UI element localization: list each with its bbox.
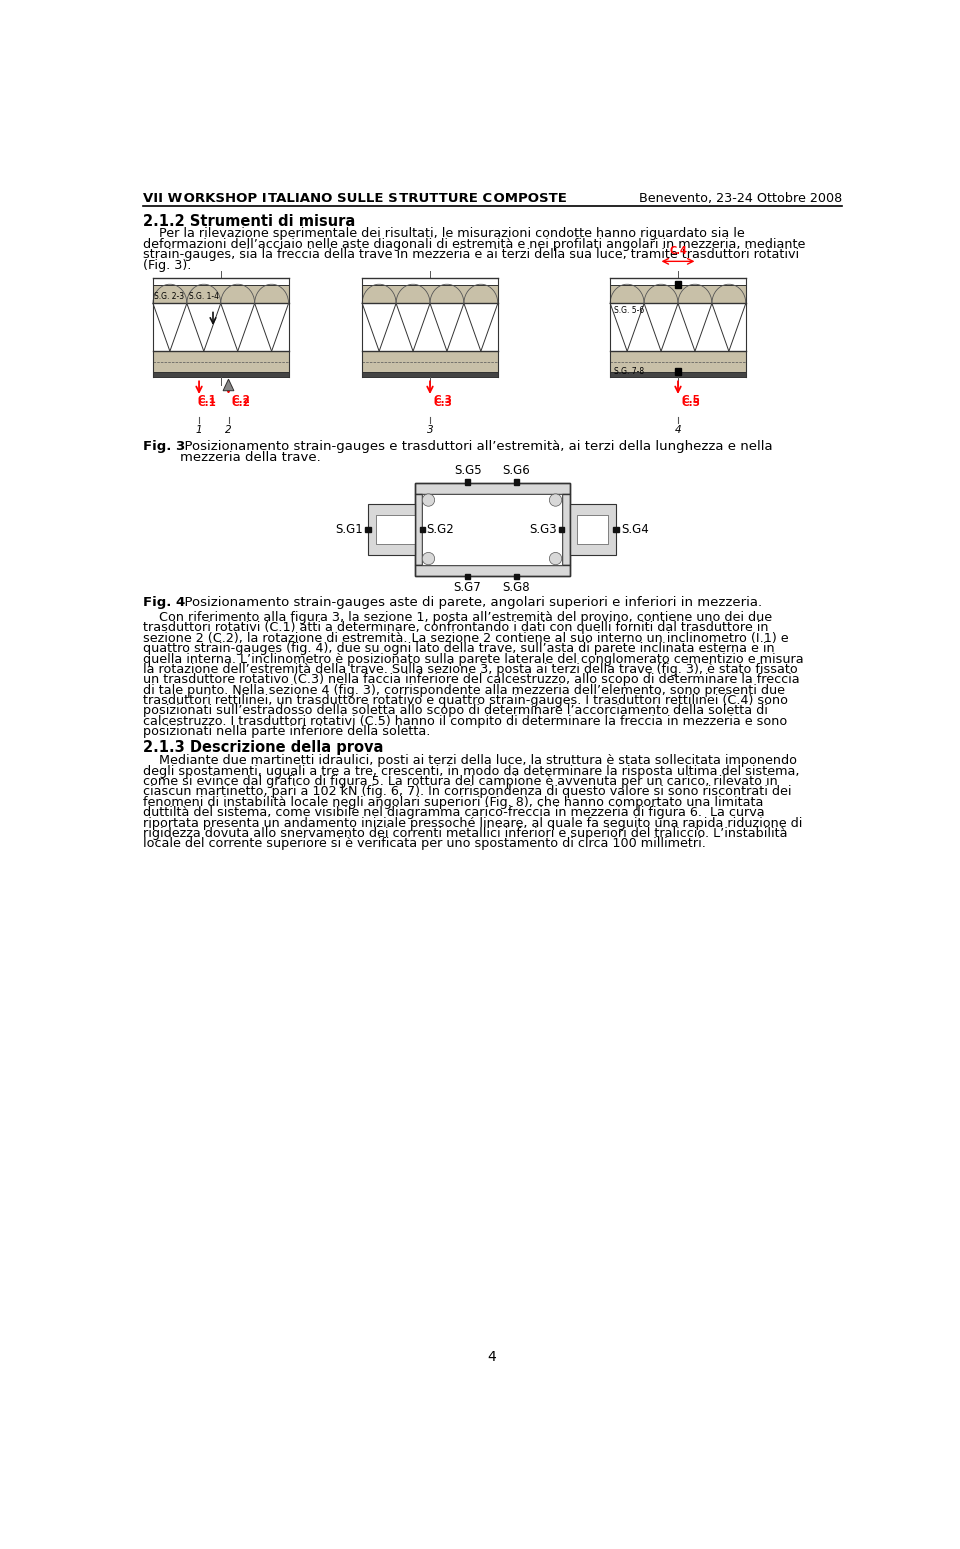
Bar (153, 352, 289, 372)
Text: C.3: C.3 (433, 395, 452, 406)
Text: S.G7: S.G7 (454, 581, 482, 593)
Text: S.G. 7-8: S.G. 7-8 (614, 367, 644, 375)
Bar (366, 527, 371, 531)
Text: deformazioni dell’acciaio nelle aste diagonali di estremità e nei profilati ango: deformazioni dell’acciaio nelle aste dia… (143, 239, 805, 251)
Circle shape (549, 553, 562, 565)
Bar (415, 483, 569, 494)
Text: come si evince dal grafico di figura 5. La rottura del campione è avvenuta per u: come si evince dal grafico di figura 5. … (143, 774, 778, 788)
Text: 4: 4 (488, 1351, 496, 1365)
Bar (577, 514, 609, 544)
Bar (153, 279, 289, 285)
Text: la rotazione dell’estremità della trave. Sulla sezione 3, posta ai terzi della t: la rotazione dell’estremità della trave.… (143, 663, 798, 675)
Bar (415, 494, 422, 565)
Text: C.5: C.5 (681, 398, 700, 409)
Text: degli spostamenti, uguali a tre a tre, crescenti, in modo da determinare la risp: degli spostamenti, uguali a tre a tre, c… (143, 765, 800, 778)
Text: fenomeni di instabilità locale negli angolari superiori (Fig. 8), che hanno comp: fenomeni di instabilità locale negli ang… (143, 796, 763, 809)
Text: S.G6: S.G6 (502, 465, 530, 477)
Bar (362, 279, 498, 285)
Text: un trasduttore rotativo (C.3) nella faccia inferiore del calcestruzzo, allo scop: un trasduttore rotativo (C.3) nella facc… (143, 674, 800, 686)
Text: 2: 2 (226, 424, 231, 435)
Text: quattro strain-gauges (fig. 4), due su ogni lato della trave, sull’asta di paret: quattro strain-gauges (fig. 4), due su o… (143, 643, 775, 655)
Bar (514, 575, 519, 579)
Text: Posizionamento strain-gauges e trasduttori all’estremità, ai terzi della lunghez: Posizionamento strain-gauges e trasdutto… (176, 440, 773, 452)
Bar (153, 285, 289, 304)
Bar (465, 479, 470, 485)
Circle shape (422, 553, 435, 565)
Bar (415, 565, 569, 576)
Text: trasduttori rotativi (C.1) atti a determinare, confrontando i dati con quelli fo: trasduttori rotativi (C.1) atti a determ… (143, 621, 769, 635)
Text: C.5: C.5 (681, 395, 700, 406)
Bar (465, 575, 470, 579)
Bar (675, 367, 682, 375)
Text: C.4: C.4 (669, 246, 686, 256)
Text: Fig. 3: Fig. 3 (143, 440, 185, 452)
Bar (420, 527, 425, 531)
Text: S.G2: S.G2 (426, 524, 454, 536)
Circle shape (549, 494, 562, 507)
Text: S.G. 2-3  S.G. 1-4: S.G. 2-3 S.G. 1-4 (155, 293, 220, 301)
Text: S.G1: S.G1 (335, 524, 363, 536)
Text: Posizionamento strain-gauges aste di parete, angolari superiori e inferiori in m: Posizionamento strain-gauges aste di par… (176, 595, 762, 609)
Text: S.G5: S.G5 (454, 465, 481, 477)
Bar (613, 527, 618, 531)
Text: S.G8: S.G8 (503, 581, 530, 593)
Text: di tale punto. Nella sezione 4 (fig. 3), corrispondente alla mezzeria dell’eleme: di tale punto. Nella sezione 4 (fig. 3),… (143, 683, 785, 697)
Bar (368, 503, 415, 555)
Text: Con riferimento alla figura 3, la sezione 1, posta all’estremità del provino, co: Con riferimento alla figura 3, la sezion… (143, 610, 773, 624)
Text: Mediante due martinetti idraulici, posti ai terzi della luce, la struttura è sta: Mediante due martinetti idraulici, posti… (143, 754, 797, 767)
Bar (675, 282, 682, 288)
Circle shape (422, 494, 435, 507)
Text: trasduttori rettilinei, un trasduttore rotativo e quattro strain-gauges. I trasd: trasduttori rettilinei, un trasduttore r… (143, 694, 788, 706)
Text: Per la rilevazione sperimentale dei risultati, le misurazioni condotte hanno rig: Per la rilevazione sperimentale dei risu… (143, 228, 745, 240)
Text: rigidezza dovuta allo snervamento dei correnti metallici inferiori e superiori d: rigidezza dovuta allo snervamento dei co… (143, 827, 788, 840)
Text: C.1: C.1 (198, 395, 216, 406)
Text: S.G. 5-6: S.G. 5-6 (614, 305, 644, 314)
Text: mezzeria della trave.: mezzeria della trave. (180, 451, 321, 463)
Text: C.3: C.3 (433, 398, 452, 409)
Text: posizionati sull’estradosso della soletta allo scopo di determinare l’accorciame: posizionati sull’estradosso della solett… (143, 705, 768, 717)
Bar (362, 372, 498, 376)
Bar (362, 285, 498, 304)
Bar (375, 514, 415, 544)
Text: 2.1.2 Strumenti di misura: 2.1.2 Strumenti di misura (143, 214, 355, 229)
Bar (362, 352, 498, 372)
Text: duttiltà del sistema, come visibile nel diagramma carico-freccia in mezzeria di : duttiltà del sistema, come visibile nel … (143, 805, 765, 819)
Text: 3: 3 (426, 424, 433, 435)
Text: S.G3: S.G3 (529, 524, 557, 536)
Text: Benevento, 23-24 Ottobre 2008: Benevento, 23-24 Ottobre 2008 (639, 192, 842, 204)
Text: sezione 2 (C.2), la rotazione di estremità. La sezione 2 contiene al suo interno: sezione 2 (C.2), la rotazione di estremi… (143, 632, 789, 644)
Bar (415, 483, 569, 576)
Bar (514, 479, 519, 485)
Bar (422, 494, 562, 565)
Text: 2.1.3 Descrizione della prova: 2.1.3 Descrizione della prova (143, 740, 384, 756)
Text: ciascun martinetto, pari a 102 kN (fig. 6, 7). In corrispondenza di questo valor: ciascun martinetto, pari a 102 kN (fig. … (143, 785, 792, 798)
Text: riportata presenta un andamento iniziale pressoché lineare, al quale fa seguito : riportata presenta un andamento iniziale… (143, 816, 803, 830)
Text: Fig. 4: Fig. 4 (143, 595, 185, 609)
Bar (562, 494, 569, 565)
Text: posizionati nella parte inferiore della soletta.: posizionati nella parte inferiore della … (143, 725, 431, 739)
Bar (153, 372, 289, 376)
Bar (569, 503, 616, 555)
Text: calcestruzzo. I trasduttori rotativi (C.5) hanno il compito di determinare la fr: calcestruzzo. I trasduttori rotativi (C.… (143, 716, 787, 728)
Polygon shape (223, 380, 234, 390)
Text: S.G4: S.G4 (621, 524, 649, 536)
Text: 1: 1 (196, 424, 203, 435)
Bar (559, 527, 564, 531)
Text: C.1: C.1 (198, 398, 216, 409)
Bar (611, 279, 746, 285)
Text: locale del corrente superiore si è verificata per uno spostamento di circa 100 m: locale del corrente superiore si è verif… (143, 838, 707, 850)
Bar (611, 285, 746, 304)
Text: strain-gauges, sia la freccia della trave in mezzeria e ai terzi della sua luce,: strain-gauges, sia la freccia della trav… (143, 248, 800, 262)
Text: C.2: C.2 (231, 395, 251, 406)
Bar (611, 372, 746, 376)
Text: (Fig. 3).: (Fig. 3). (143, 259, 192, 271)
Bar (611, 352, 746, 372)
Text: 4: 4 (675, 424, 682, 435)
Text: VII W ORKSHOP I TALIANO SULLE S TRUTTURE C OMPOSTE: VII W ORKSHOP I TALIANO SULLE S TRUTTURE… (143, 192, 567, 204)
Text: C.2: C.2 (231, 398, 251, 409)
Text: quella interna. L’inclinometro è posizionato sulla parete laterale del conglomer: quella interna. L’inclinometro è posizio… (143, 652, 804, 666)
